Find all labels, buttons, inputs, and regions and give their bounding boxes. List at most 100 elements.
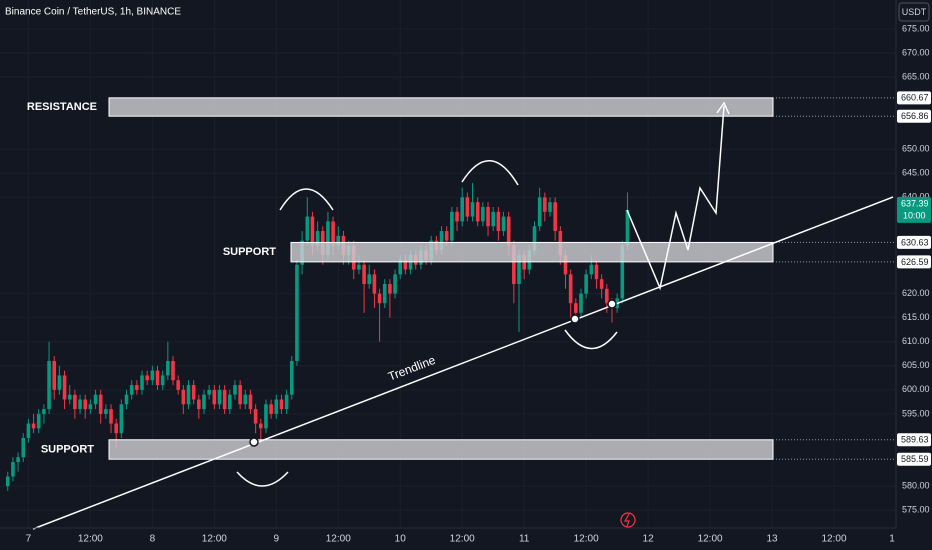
candle-body [506, 216, 511, 246]
touch-point [249, 437, 259, 447]
candle-body [357, 264, 361, 270]
candle-body [253, 409, 258, 424]
candle-body [233, 385, 237, 395]
axis-labels: 675.00 670.00 665.00 650.00 645.00 640.00 620.… [26, 23, 931, 545]
candle-body [563, 255, 568, 275]
touch-point [570, 314, 580, 324]
y-tick-label: 615.00 [902, 312, 930, 322]
candle-body [274, 399, 279, 414]
price-axis [896, 0, 932, 550]
candle-body [57, 375, 62, 390]
candle-body [279, 399, 284, 410]
candle-body [295, 264, 299, 361]
candle-body [150, 370, 155, 381]
level-label: 630.63 [901, 237, 929, 247]
candle-body [594, 264, 599, 280]
zones: RESISTANCE SUPPORT SUPPORT [27, 97, 896, 460]
last-price: 637.39 [901, 198, 929, 208]
y-tick-label: 595.00 [902, 408, 930, 418]
candle-body [67, 394, 72, 400]
candle-body [310, 216, 315, 246]
candle-body [486, 206, 490, 227]
candle-body [444, 231, 449, 241]
candle-body [83, 399, 88, 410]
candle-body [377, 293, 382, 304]
level-label: 660.67 [901, 93, 929, 103]
level-label-bg [897, 433, 931, 447]
candle-body [584, 274, 588, 294]
candle-body [171, 360, 175, 381]
candle-body [109, 409, 113, 424]
replay-icon-bolt[interactable] [623, 513, 630, 527]
level-label: 656.86 [901, 111, 929, 121]
arc [279, 188, 334, 211]
candle-body [243, 394, 248, 405]
candle-body [36, 413, 41, 429]
x-tick-label: 11 [519, 534, 530, 545]
candle-body [52, 360, 57, 390]
candle-body [114, 423, 118, 434]
candle-body [42, 409, 46, 414]
candle-body [620, 245, 625, 299]
candle-body [176, 380, 180, 390]
y-tick-label: 620.00 [902, 288, 930, 298]
candle-body [470, 202, 475, 217]
candle-body [62, 375, 67, 400]
candle-body [119, 404, 124, 434]
candle-body [284, 394, 289, 410]
candle-body [238, 385, 242, 405]
candle-body [166, 360, 170, 376]
candle-body [537, 197, 542, 227]
currency[interactable]: USDT [902, 7, 927, 17]
y-tick-label: 675.00 [902, 23, 930, 33]
candle-body [465, 197, 470, 217]
arc [461, 160, 519, 186]
y-tick-label: 600.00 [902, 384, 930, 394]
x-tick-label: 7 [26, 534, 32, 545]
candle-body [217, 389, 222, 405]
candle-body [367, 274, 372, 284]
candle-body [625, 209, 630, 246]
candle-body [98, 394, 103, 414]
candle-body [388, 283, 392, 294]
candle-body [568, 274, 573, 304]
candle-body [305, 216, 310, 241]
candle-body [553, 202, 557, 232]
candle-body [532, 226, 537, 251]
candle-body [496, 211, 501, 232]
candle-body [455, 211, 459, 222]
candle-body [372, 274, 377, 294]
candle-body [73, 394, 77, 410]
level-label-bg [897, 452, 931, 466]
replay-icon[interactable] [620, 512, 636, 528]
arc [236, 471, 289, 487]
currency-box[interactable] [898, 2, 930, 22]
candle-body [450, 211, 454, 241]
candle-body [202, 394, 206, 410]
candle-body [16, 457, 20, 463]
replay-icon-circle[interactable] [620, 512, 636, 528]
candle-body [26, 423, 31, 438]
level-label-bg [897, 109, 931, 123]
y-tick-label: 580.00 [902, 481, 930, 491]
candle-body [574, 303, 578, 313]
level-label-bg [897, 255, 931, 269]
candle-body [124, 394, 129, 405]
candle-body [5, 476, 10, 487]
candle-body [439, 231, 444, 251]
arc [564, 329, 618, 350]
candle-body [104, 409, 108, 414]
y-tick-label: 605.00 [902, 360, 930, 370]
candle-body [155, 370, 160, 386]
candle-body [579, 293, 583, 313]
candle-body [140, 375, 144, 390]
drawings [32, 101, 894, 530]
candle-body [207, 389, 211, 395]
candle-body [289, 360, 294, 395]
candle-body [599, 279, 604, 289]
candle-body [362, 264, 366, 284]
candle-body [228, 394, 232, 410]
y-tick-label: 640.00 [902, 192, 930, 202]
